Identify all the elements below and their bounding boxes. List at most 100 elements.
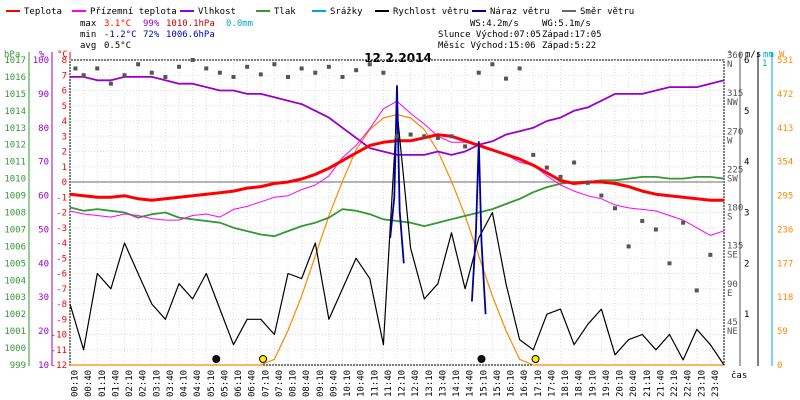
c-tick-label: 5 <box>62 102 67 112</box>
wind-direction-point <box>694 288 699 293</box>
dir-tick-deg: 225 <box>727 165 743 175</box>
x-tick-label: 11:10 <box>370 370 380 397</box>
axis-ticks: 1017101610151014101310121011101010091008… <box>4 51 793 397</box>
x-tick-label: 04:10 <box>180 370 190 397</box>
wind-direction-point <box>435 135 440 140</box>
x-tick-label: 22:40 <box>684 370 694 397</box>
wind-direction-point <box>531 152 536 157</box>
x-tick-label: 15:40 <box>493 370 503 397</box>
hpa-tick-label: 999 <box>10 361 26 371</box>
dir-tick-deg: 180 <box>727 204 743 214</box>
hpa-tick-label: 1016 <box>4 73 26 83</box>
wind-direction-point <box>190 58 195 62</box>
c-tick-label: -6 <box>56 270 67 280</box>
pct-tick-label: 30 <box>38 293 49 303</box>
w-tick-label: 59 <box>777 327 788 337</box>
wind-direction-point <box>286 74 290 79</box>
wind-direction-point <box>558 174 563 179</box>
wind-direction-point <box>449 134 454 139</box>
stats-avg-label: avg <box>80 41 96 51</box>
wind-direction-point <box>95 66 100 71</box>
x-axis-label: čas <box>731 370 747 381</box>
w-tick-label: 354 <box>777 158 793 168</box>
x-tick-label: 05:40 <box>220 370 230 397</box>
wind-direction-point <box>122 73 127 78</box>
pct-tick-label: 20 <box>38 327 49 337</box>
x-tick-label: 10:40 <box>357 370 367 397</box>
pct-tick-label: 40 <box>38 259 49 269</box>
wind-direction-point <box>149 70 154 75</box>
x-tick-label: 01:10 <box>98 370 108 397</box>
wind-direction-point <box>640 218 645 223</box>
wind-direction-point <box>340 74 345 79</box>
pct-tick-label: 50 <box>38 225 49 235</box>
pct-tick-label: 80 <box>38 124 49 134</box>
c-unit-label: °C <box>57 50 68 60</box>
hpa-tick-label: 1001 <box>4 327 26 337</box>
x-tick-label: 10:10 <box>343 370 353 397</box>
pct-tick-label: 60 <box>38 192 49 202</box>
stats-max-label: max <box>80 19 97 29</box>
moonrise-marker <box>477 355 486 363</box>
pct-tick-label: 10 <box>38 361 49 371</box>
c-tick-label: -11 <box>51 346 67 356</box>
wind-direction-point <box>408 132 413 137</box>
x-tick-label: 12:40 <box>411 370 421 397</box>
c-tick-label: 6 <box>62 87 67 97</box>
dir-tick-deg: 45 <box>727 318 738 328</box>
legend-tlak: Tlak <box>274 7 296 17</box>
x-tick-label: 05:10 <box>207 370 217 397</box>
series-naraz-vetru <box>389 85 405 264</box>
wind-direction-point <box>217 70 222 75</box>
wind-direction-point <box>381 70 386 75</box>
wind-direction-point <box>599 193 604 198</box>
x-tick-label: 17:40 <box>547 370 557 397</box>
hpa-unit-label: hPa <box>4 50 20 60</box>
x-tick-label: 16:40 <box>520 370 530 397</box>
deg-unit-label: ° <box>727 50 732 60</box>
c-tick-label: 7 <box>62 71 67 81</box>
c-tick-label: -8 <box>56 300 67 310</box>
dir-tick-name: SW <box>727 174 738 184</box>
x-tick-label: 09:10 <box>316 370 326 397</box>
c-tick-label: -3 <box>56 224 67 234</box>
series-vlhkost <box>70 76 725 156</box>
pct-tick-label: 90 <box>38 90 49 100</box>
stats-min-label: min <box>80 30 96 40</box>
wind-direction-point <box>395 134 399 139</box>
pct-unit-label: % <box>39 50 45 60</box>
sunset-info: Západ:17:05 <box>542 30 602 40</box>
c-tick-label: 8 <box>62 56 67 66</box>
x-tick-label: 02:10 <box>125 370 135 397</box>
c-tick-label: 3 <box>62 132 67 142</box>
wind-direction-point <box>245 64 250 69</box>
c-tick-label: -1 <box>56 193 67 203</box>
w-tick-label: 177 <box>777 259 793 269</box>
c-tick-label: -7 <box>56 285 67 295</box>
x-tick-label: 07:10 <box>261 370 271 397</box>
dir-tick-deg: 90 <box>727 280 738 290</box>
hpa-tick-label: 1004 <box>4 276 26 286</box>
wind-direction-point <box>299 66 304 71</box>
x-tick-label: 03:10 <box>152 370 162 397</box>
wind-direction-point <box>108 81 113 86</box>
x-tick-label: 02:40 <box>139 370 149 397</box>
x-tick-label: 16:10 <box>507 370 517 397</box>
wind-direction-point <box>272 62 277 67</box>
wind-direction-point <box>73 66 78 71</box>
ms-tick-label: 5 <box>744 107 749 117</box>
hpa-tick-label: 1002 <box>4 310 26 320</box>
c-tick-label: -12 <box>51 361 67 371</box>
c-tick-label: 4 <box>62 117 67 127</box>
chart-title: 12.2.2014 <box>364 51 432 65</box>
moonrise-info: Měsíc Východ:15:06 <box>438 41 536 51</box>
wind-direction-point <box>585 180 590 185</box>
x-tick-label: 20:40 <box>629 370 639 397</box>
ms-tick-label: 2 <box>744 259 749 269</box>
hpa-tick-label: 1012 <box>4 141 26 151</box>
x-tick-label: 08:10 <box>289 370 299 397</box>
sunset-marker <box>531 355 540 363</box>
wind-direction-point <box>231 74 236 79</box>
hpa-tick-label: 1011 <box>4 158 26 168</box>
w-tick-label: 118 <box>777 293 793 303</box>
